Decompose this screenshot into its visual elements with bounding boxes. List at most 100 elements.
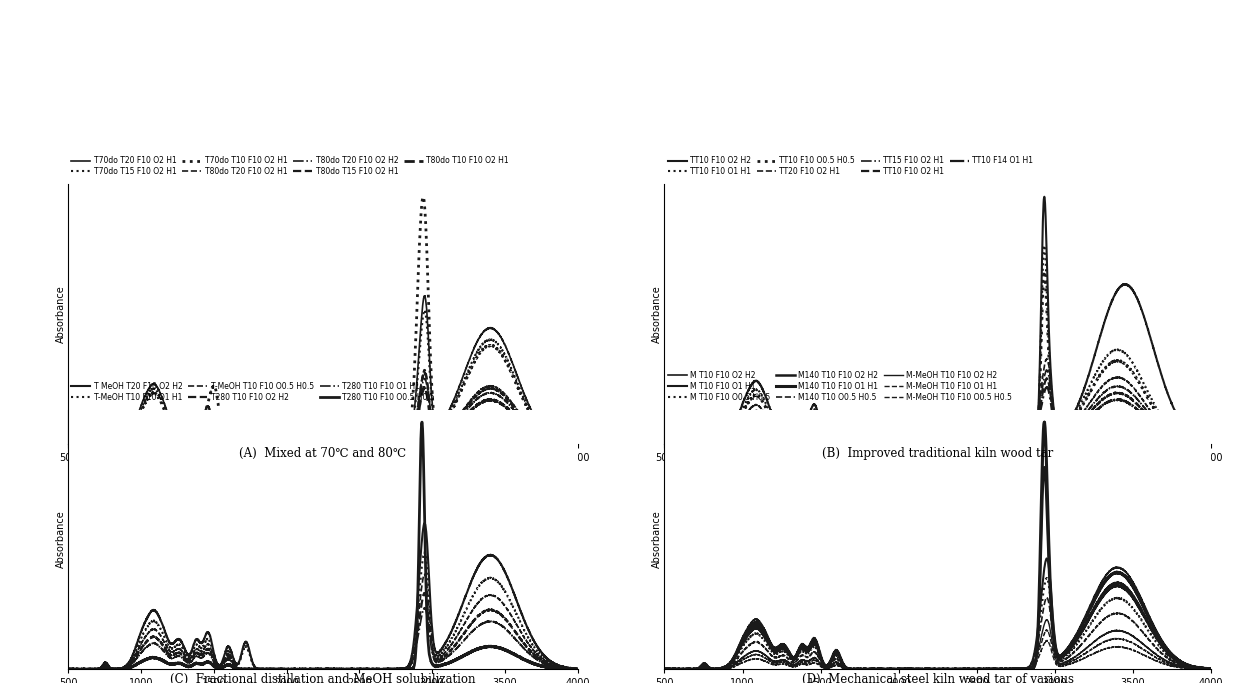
T MeOH T20 F10 O2 H2 bbox=[62, 665, 77, 673]
M140 T10 F10 O1 H1 bbox=[657, 665, 672, 673]
Line: TT15 F10 O2 H1: TT15 F10 O2 H1 bbox=[664, 370, 1211, 444]
TT10 F10 O2 H2 bbox=[1160, 388, 1175, 396]
M140 T10 O0.5 H0.5 bbox=[917, 665, 932, 673]
T280 T10 F10 O0.5 H0.5 bbox=[431, 662, 446, 670]
T80do T15 F10 O2 H1 bbox=[555, 438, 570, 447]
M-MeOH T10 F10 O2 H2 bbox=[891, 665, 905, 673]
TT10 F10 O1 H1 bbox=[887, 440, 902, 448]
M-MeOH T10 F10 O2 H2 bbox=[1187, 665, 1202, 673]
M-MeOH T10 F10 O2 H2 bbox=[1203, 665, 1218, 673]
T80do T10 F10 O2 H1 bbox=[554, 439, 569, 447]
M140 T10 O0.5 H0.5 bbox=[891, 665, 905, 673]
T70do T15 F10 O2 H1 bbox=[431, 425, 446, 433]
M T10 F10 O2 H2 bbox=[657, 665, 672, 673]
T280 T10 F10 O1 H1 bbox=[303, 665, 318, 673]
Line: T80do T20 F10 O2 H2: T80do T20 F10 O2 H2 bbox=[68, 378, 578, 444]
M-MeOH T10 F10 O1 H1 bbox=[1054, 660, 1069, 669]
Line: T80do T15 F10 O2 H1: T80do T15 F10 O2 H1 bbox=[68, 372, 578, 444]
M140 T10 O0.5 H0.5 bbox=[657, 665, 672, 673]
Line: M140 T10 F10 O2 H2: M140 T10 F10 O2 H2 bbox=[664, 467, 1211, 669]
TT10 F10 O0.5 H0.5 bbox=[1160, 423, 1175, 431]
T-MeOH T10 F10 O0.5 H0.5 bbox=[431, 654, 446, 663]
TT10 F10 O2 H2 bbox=[891, 440, 905, 448]
T-MeOH T10 F10 O0.5 H0.5 bbox=[279, 665, 294, 673]
T80do T15 F10 O2 H1 bbox=[303, 440, 318, 448]
T80do T15 F10 O2 H1 bbox=[61, 440, 76, 448]
TT10 F10 O2 H1 bbox=[1040, 374, 1054, 382]
TT10 F10 O2 H1 bbox=[887, 440, 902, 448]
T MeOH T20 F10 O2 H2 bbox=[274, 665, 289, 673]
TT10 F14 O1 H1 bbox=[657, 440, 672, 448]
T280 T10 F10 O2 H2 bbox=[303, 665, 318, 673]
T280 T10 F10 O1 H1 bbox=[529, 655, 544, 663]
M-MeOH T10 F10 O1 H1 bbox=[1203, 665, 1218, 673]
T280 T10 F10 O1 H1 bbox=[431, 658, 446, 666]
T70do T20 F10 O2 H1 bbox=[431, 423, 446, 431]
T MeOH T20 F10 O2 H2 bbox=[279, 665, 294, 673]
T80do T20 F10 O2 H1 bbox=[274, 440, 289, 448]
TT10 F10 O0.5 H0.5 bbox=[1037, 267, 1052, 275]
Line: TT20 F10 O2 H1: TT20 F10 O2 H1 bbox=[664, 359, 1211, 444]
T280 T10 F10 O2 H2 bbox=[417, 589, 432, 597]
M T10 F10 O2 H2 bbox=[1203, 665, 1218, 673]
T MeOH T20 F10 O2 H2 bbox=[417, 519, 432, 527]
M140 T10 F10 O1 H1 bbox=[1203, 665, 1218, 673]
M-MeOH T10 F10 O0.5 H0.5 bbox=[917, 665, 932, 673]
M T10 F10 O0.5 H0.5 bbox=[657, 665, 672, 673]
M T10 F10 O2 H2 bbox=[887, 665, 902, 673]
M140 T10 F10 O2 H2 bbox=[657, 665, 672, 673]
M-MeOH T10 F10 O2 H2 bbox=[657, 665, 672, 673]
TT10 F14 O1 H1 bbox=[1203, 439, 1218, 447]
T80do T15 F10 O2 H1 bbox=[570, 440, 585, 448]
Text: (A)  Mixed at 70℃ and 80℃: (A) Mixed at 70℃ and 80℃ bbox=[240, 447, 406, 460]
TT10 F10 O2 H1 bbox=[657, 440, 672, 448]
M T10 F10 O2 H2 bbox=[1160, 644, 1175, 652]
T280 T10 F10 O2 H2 bbox=[529, 653, 544, 661]
TT10 F10 O0.5 H0.5 bbox=[657, 440, 672, 448]
TT10 F10 O1 H1 bbox=[657, 440, 672, 448]
T70do T15 F10 O2 H1 bbox=[554, 437, 569, 445]
M140 T10 F10 O1 H1 bbox=[917, 665, 932, 673]
M T10 F10 O2 H2 bbox=[917, 665, 932, 673]
T MeOH T20 F10 O2 H2 bbox=[431, 648, 446, 656]
M140 T10 O0.5 H0.5 bbox=[1203, 665, 1218, 673]
TT20 F10 O2 H1 bbox=[657, 440, 672, 448]
TT10 F10 O1 H1 bbox=[1054, 426, 1069, 434]
M140 T10 O0.5 H0.5 bbox=[1160, 654, 1175, 662]
T280 T10 F10 O1 H1 bbox=[570, 665, 585, 673]
TT10 F10 O2 H1 bbox=[1160, 430, 1175, 438]
Line: TT10 F10 O1 H1: TT10 F10 O1 H1 bbox=[664, 245, 1211, 444]
T70do T10 F10 O2 H1 bbox=[554, 438, 569, 446]
M-MeOH T10 F10 O0.5 H0.5 bbox=[1203, 665, 1218, 673]
Line: T80do T20 F10 O2 H1: T80do T20 F10 O2 H1 bbox=[68, 370, 578, 444]
T-MeOH T10 F10 O0.5 H0.5 bbox=[303, 665, 318, 673]
Y-axis label: Absorbance: Absorbance bbox=[56, 511, 66, 568]
M T10 F10 O0.5 H0.5 bbox=[1054, 654, 1069, 663]
TT10 F10 O1 H1 bbox=[1037, 241, 1052, 249]
TT10 F10 O2 H2 bbox=[657, 439, 672, 447]
T80do T20 F10 O2 H2 bbox=[279, 440, 294, 448]
M T10 F10 O0.5 H0.5 bbox=[891, 665, 905, 673]
T-MeOH T10 F10 O0.5 H0.5 bbox=[417, 570, 432, 579]
T80do T20 F10 O2 H2 bbox=[570, 440, 585, 448]
M T10 F10 O0.5 H0.5 bbox=[1040, 574, 1054, 582]
TT10 F14 O1 H1 bbox=[1040, 383, 1054, 391]
Y-axis label: Absorbance: Absorbance bbox=[652, 511, 662, 568]
Line: M-MeOH T10 F10 O1 H1: M-MeOH T10 F10 O1 H1 bbox=[664, 630, 1211, 669]
Line: M-MeOH T10 F10 O2 H2: M-MeOH T10 F10 O2 H2 bbox=[664, 619, 1211, 669]
T280 T10 F10 O1 H1 bbox=[274, 665, 289, 673]
TT10 F10 O0.5 H0.5 bbox=[1187, 438, 1202, 446]
T280 T10 F10 O2 H2 bbox=[554, 664, 569, 672]
Line: T-MeOH T10 F10 O0.5 H0.5: T-MeOH T10 F10 O0.5 H0.5 bbox=[68, 574, 578, 669]
M T10 F10 O0.5 H0.5 bbox=[1203, 665, 1218, 673]
TT20 F10 O2 H1 bbox=[891, 440, 905, 448]
M140 T10 F10 O1 H1 bbox=[1187, 663, 1202, 671]
M140 T10 O0.5 H0.5 bbox=[887, 665, 902, 673]
T-MeOH T10 F10 O0.5 H0.5 bbox=[570, 665, 585, 673]
M T10 F10 O1 H1 bbox=[1040, 555, 1054, 563]
TT10 F14 O1 H1 bbox=[917, 440, 932, 448]
TT20 F10 O2 H1 bbox=[1187, 438, 1202, 447]
T80do T20 F10 O2 H1 bbox=[570, 439, 585, 447]
T80do T20 F10 O2 H1 bbox=[61, 440, 76, 448]
T70do T20 F10 O2 H1 bbox=[61, 440, 76, 448]
